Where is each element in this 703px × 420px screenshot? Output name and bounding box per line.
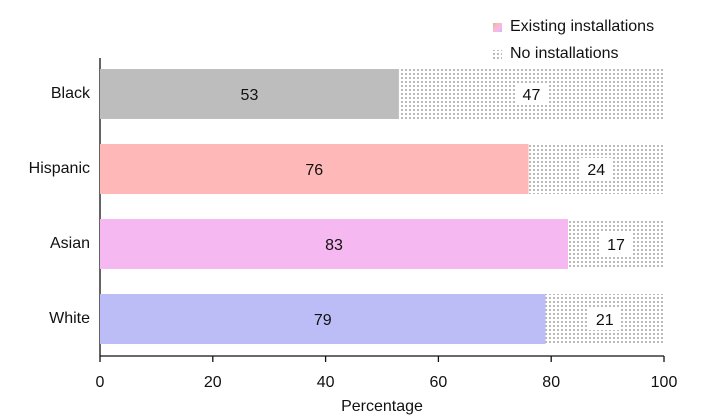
bar-segment [100, 219, 569, 269]
y-tick-label: Asian [50, 235, 90, 252]
x-tick-label: 80 [542, 374, 560, 391]
x-tick-label: 20 [204, 374, 222, 391]
legend-label: No installations [510, 45, 619, 62]
value-label: 53 [241, 87, 259, 104]
value-label-box [588, 308, 621, 330]
value-label: 17 [607, 237, 625, 254]
bar-segment [100, 69, 399, 119]
value-label: 83 [325, 237, 343, 254]
bar-segment [100, 144, 529, 194]
value-label: 76 [305, 162, 323, 179]
legend-label: Existing installations [510, 18, 654, 35]
x-tick-label: 0 [96, 374, 105, 391]
value-label: 79 [314, 312, 332, 329]
x-tick-label: 60 [430, 374, 448, 391]
x-axis-label: Percentage [341, 398, 423, 415]
legend-swatch [493, 50, 502, 59]
value-label: 21 [596, 312, 614, 329]
x-tick-label: 40 [317, 374, 335, 391]
value-label: 47 [523, 87, 541, 104]
y-tick-label: Hispanic [29, 160, 90, 177]
value-label-box [600, 233, 633, 255]
bar-segment [100, 294, 546, 344]
y-tick-label: White [49, 310, 90, 327]
value-label-box [515, 83, 548, 105]
x-tick-label: 100 [651, 374, 678, 391]
legend-swatch [493, 23, 502, 32]
y-tick-label: Black [51, 85, 91, 102]
value-label: 24 [587, 162, 605, 179]
value-label-box [580, 158, 613, 180]
